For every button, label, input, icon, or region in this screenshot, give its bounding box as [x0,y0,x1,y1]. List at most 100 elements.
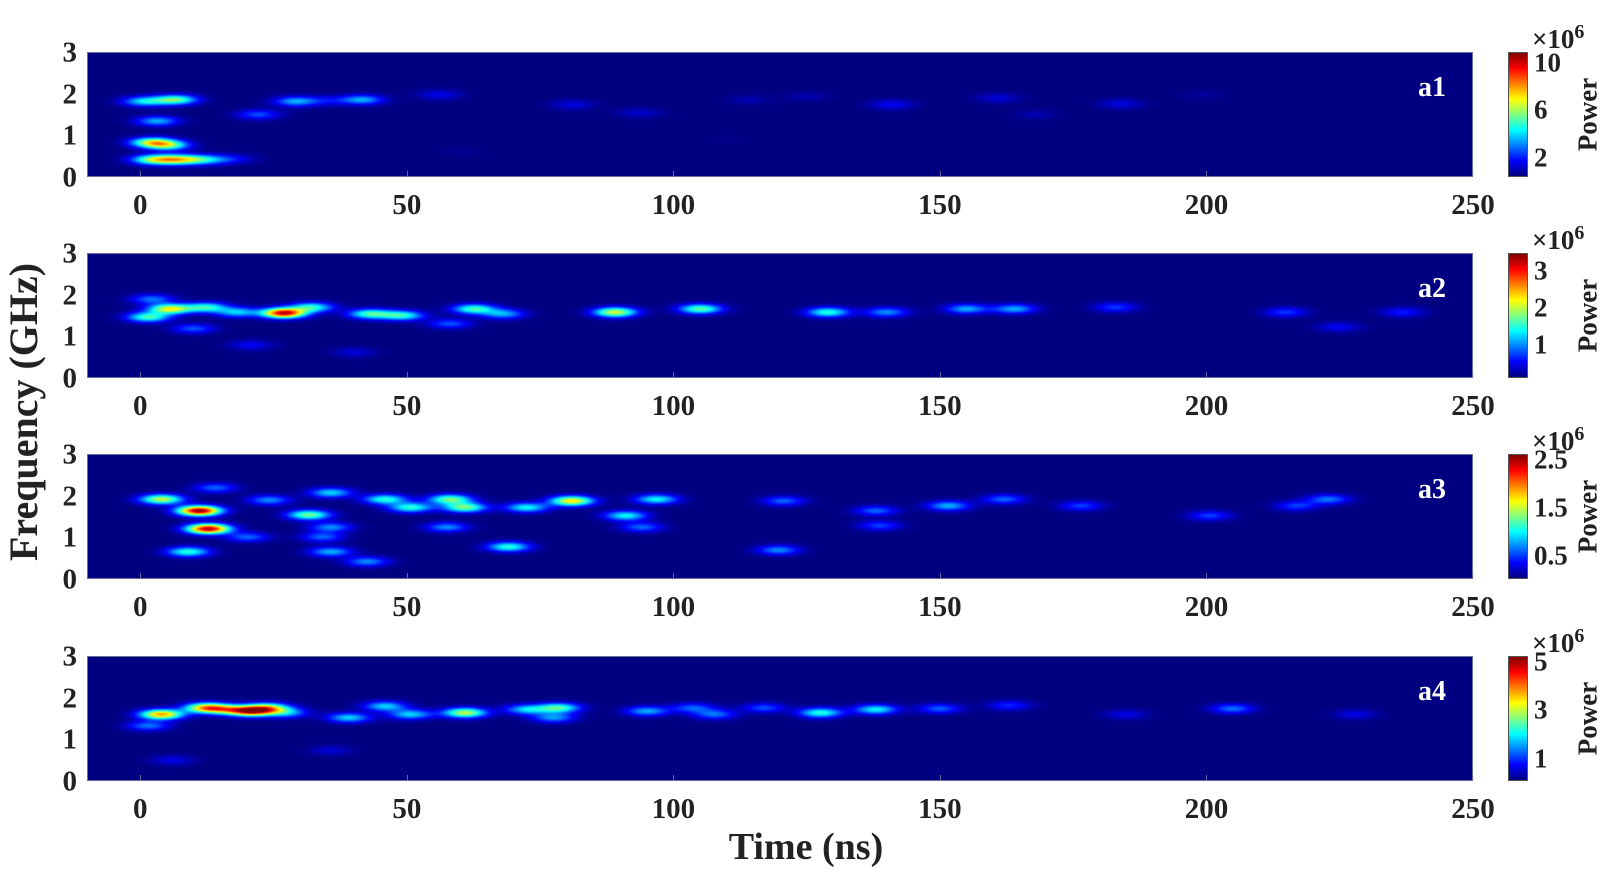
x-tick-mark [1473,372,1474,377]
x-tick-mark [1206,775,1208,780]
x-tick-mark [939,372,941,377]
colorbar-exponent: ×106 [1532,626,1584,657]
y-tick-label: 3 [62,237,78,270]
x-tick-mark [673,372,675,377]
y-tick-label: 2 [62,480,78,513]
x-tick-label: 50 [392,793,422,825]
x-tick-mark [1473,775,1474,780]
colorbar-exponent: ×106 [1532,22,1584,53]
heatmap-canvas-a3 [88,455,1472,578]
x-tick-mark [1473,573,1474,578]
x-tick-label: 100 [651,390,696,422]
colorbar-tick-label: 5 [1534,646,1548,677]
colorbar-label: Power [1572,278,1603,352]
x-tick-label: 250 [1451,793,1495,825]
x-tick-label: 0 [133,189,148,221]
y-tick-label: 1 [62,320,78,353]
x-tick-mark [673,775,675,780]
y-tick-label: 2 [62,78,78,111]
x-tick-label: 250 [1451,591,1495,623]
y-tick-label: 2 [62,682,78,715]
colorbar-label: Power [1572,479,1603,553]
x-tick-mark [140,171,142,176]
x-tick-mark [939,775,941,780]
exponent-power: 6 [1574,625,1585,647]
x-tick-label: 0 [133,793,148,825]
x-tick-label: 50 [392,189,422,221]
x-tick-label: 0 [133,390,148,422]
heatmap-plot-a3 [87,454,1473,579]
colorbar-tick-label: 1 [1534,743,1548,774]
exponent-base: ×10 [1532,24,1575,54]
panel-label: a2 [1418,273,1446,304]
x-tick-label: 100 [651,591,696,623]
x-tick-label: 200 [1184,591,1229,623]
colorbar-tick-label: 3 [1534,694,1548,725]
x-tick-label: 100 [651,189,696,221]
x-tick-mark [406,573,408,578]
x-tick-mark [1206,372,1208,377]
x-tick-mark [140,775,142,780]
x-tick-mark [140,372,142,377]
y-tick-label: 1 [62,723,78,756]
x-axis-label: Time (ns) [728,826,884,868]
x-tick-mark [939,171,941,176]
colorbar-tick-label: 0.5 [1534,540,1568,571]
heatmap-plot-a4 [87,656,1473,781]
colorbar-tick-label: 1 [1534,329,1548,360]
x-tick-label: 250 [1451,390,1495,422]
x-tick-label: 100 [651,793,696,825]
colorbar-tick-label: 1.5 [1534,492,1568,523]
x-tick-mark [673,573,675,578]
colorbar-tick-label: 10 [1534,47,1561,78]
y-tick-label: 0 [62,563,78,596]
panel-label: a3 [1418,474,1446,505]
y-tick-label: 3 [62,640,78,673]
x-tick-label: 0 [133,591,148,623]
colorbar-a1 [1508,52,1528,177]
x-tick-label: 50 [392,591,422,623]
x-tick-label: 200 [1184,390,1229,422]
y-axis-label: Frequency (GHz) [1,262,46,562]
y-tick-label: 1 [62,119,78,152]
y-tick-label: 0 [62,161,78,194]
x-tick-mark [939,573,941,578]
panel-label: a4 [1418,676,1446,707]
colorbar-tick-label: 3 [1534,255,1548,286]
heatmap-canvas-a2 [88,254,1472,377]
heatmap-plot-a1 [87,52,1473,177]
colorbar-tick-label: 2 [1534,142,1548,173]
exponent-base: ×10 [1532,225,1575,255]
y-tick-label: 3 [62,438,78,471]
y-tick-label: 1 [62,521,78,554]
exponent-base: ×10 [1532,628,1575,658]
x-tick-label: 150 [918,591,962,623]
exponent-power: 6 [1574,222,1585,244]
exponent-power: 6 [1574,21,1585,43]
colorbar-tick-label: 2.5 [1534,444,1568,475]
x-tick-mark [406,775,408,780]
colorbar-tick-label: 2 [1534,292,1548,323]
x-tick-label: 250 [1451,189,1495,221]
x-tick-label: 200 [1184,189,1229,221]
heatmap-plot-a2 [87,253,1473,378]
colorbar-a2 [1508,253,1528,378]
x-tick-mark [1206,573,1208,578]
colorbar-label: Power [1572,77,1603,151]
panel-label: a1 [1418,72,1446,103]
colorbar-exponent: ×106 [1532,223,1584,254]
y-tick-label: 3 [62,36,78,69]
x-tick-label: 50 [392,390,422,422]
heatmap-canvas-a1 [88,53,1472,176]
exponent-power: 6 [1574,423,1585,445]
x-tick-label: 200 [1184,793,1229,825]
colorbar-a4 [1508,656,1528,781]
colorbar-label: Power [1572,681,1603,755]
y-tick-label: 2 [62,279,78,312]
x-tick-mark [673,171,675,176]
colorbar-exponent: ×106 [1532,424,1584,455]
x-tick-mark [1206,171,1208,176]
x-tick-label: 150 [918,793,962,825]
heatmap-canvas-a4 [88,657,1472,780]
x-tick-mark [1473,171,1474,176]
